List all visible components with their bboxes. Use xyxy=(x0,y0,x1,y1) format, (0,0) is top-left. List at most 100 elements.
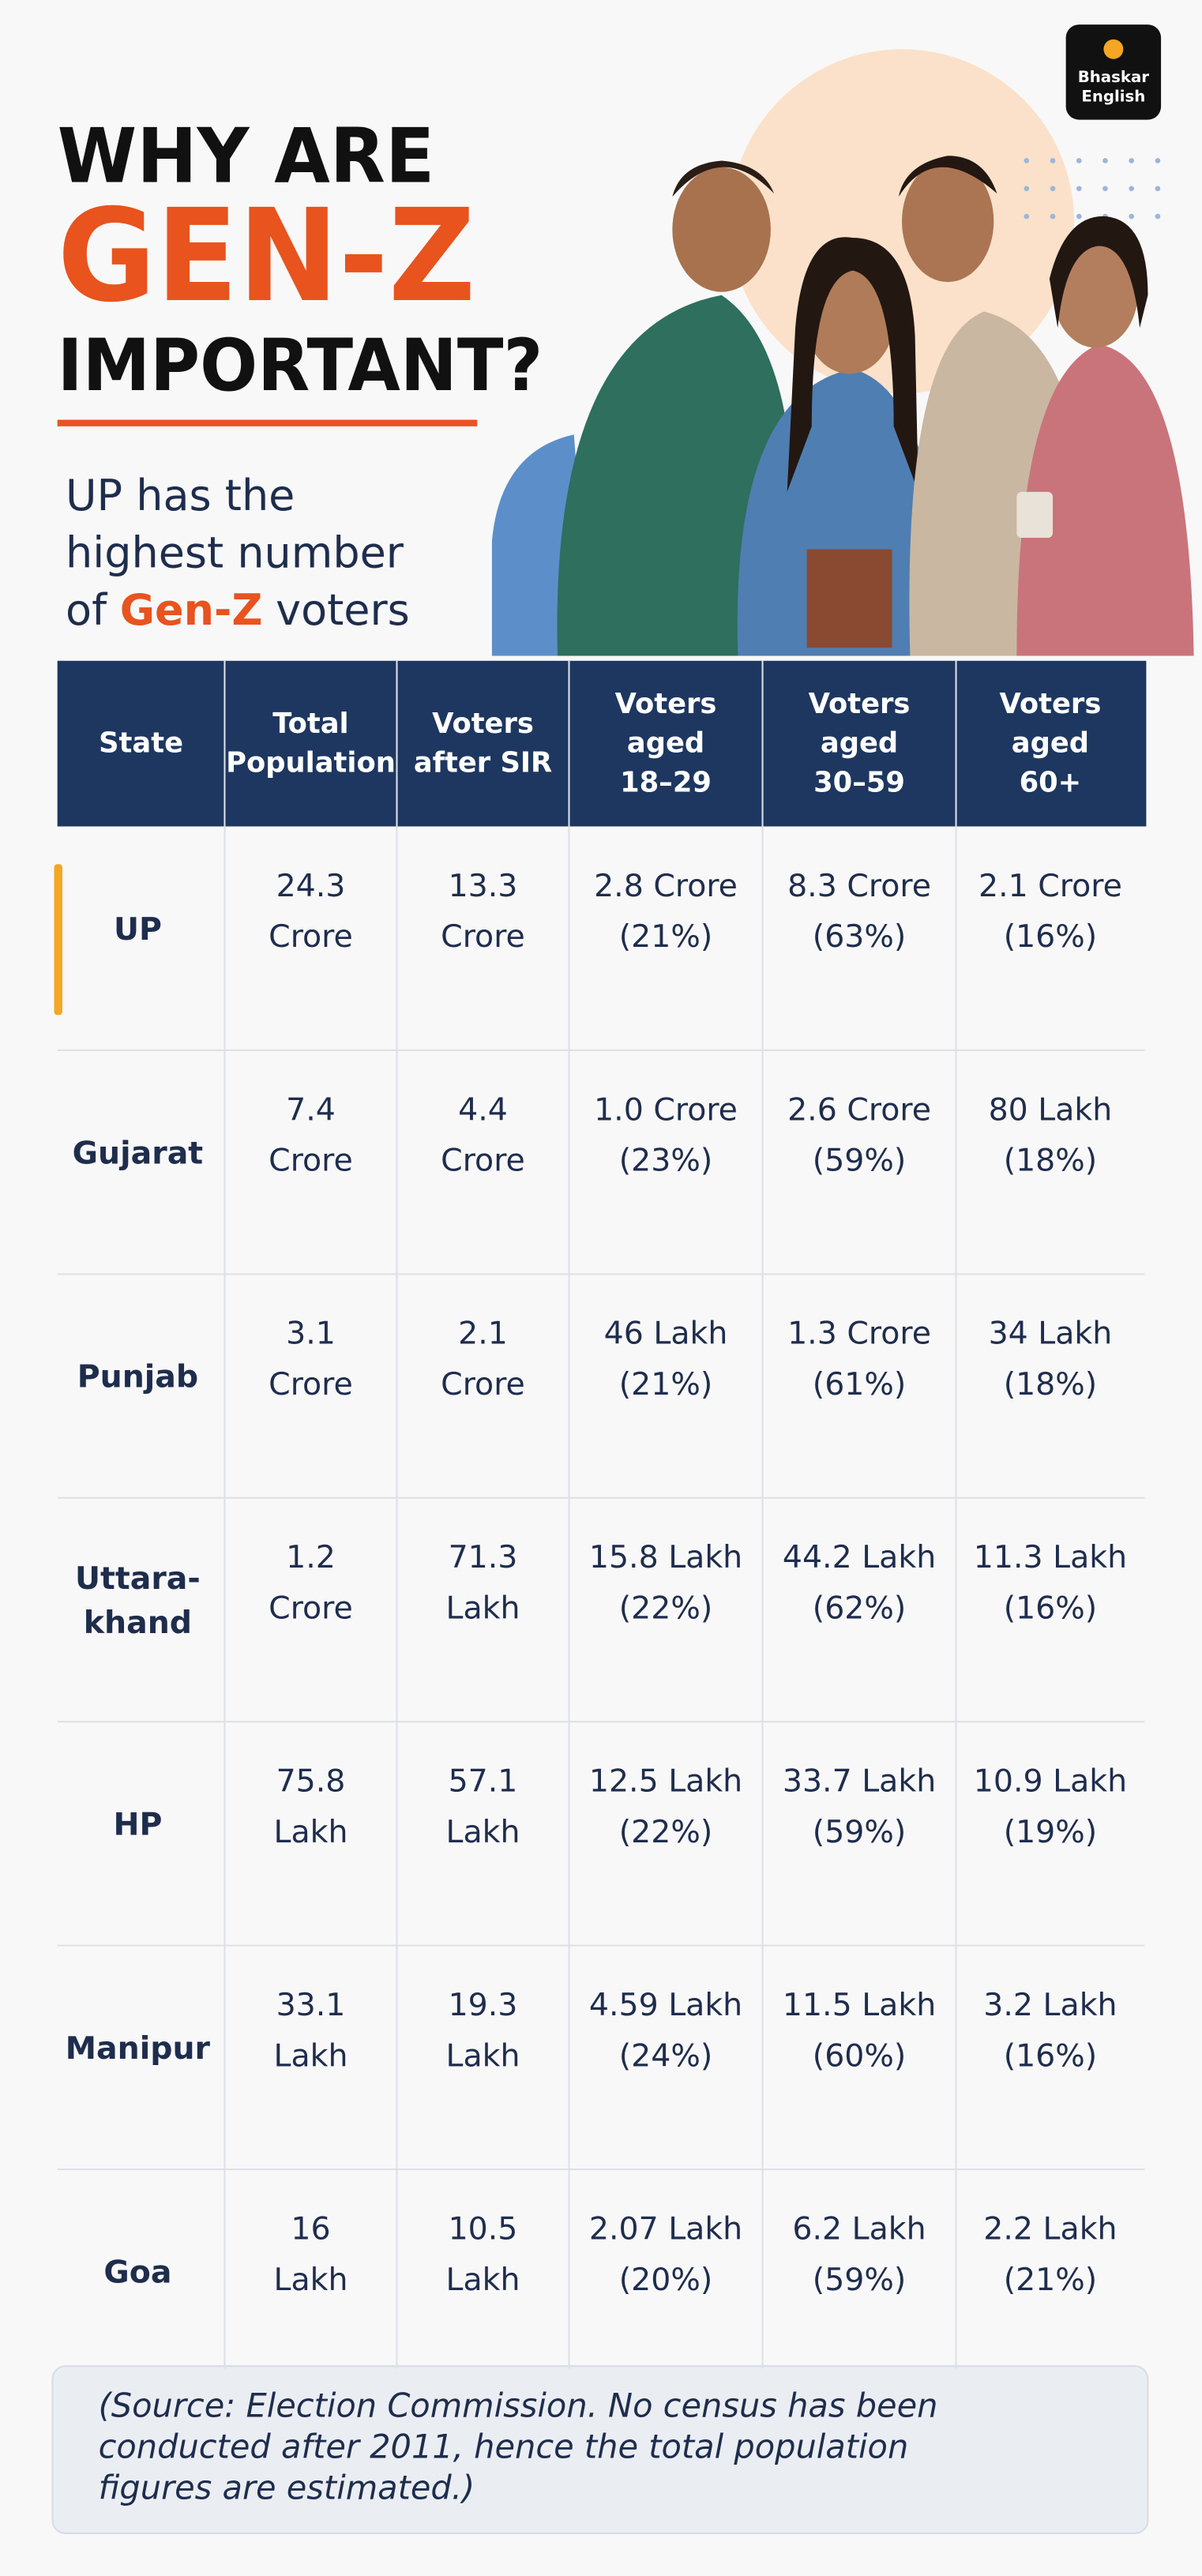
table-cell: 15.8 Lakh xyxy=(589,1539,742,1575)
header-cell: aged xyxy=(1012,727,1089,760)
table-cell: Lakh xyxy=(446,1814,520,1850)
table-cell: 2.1 Crore xyxy=(979,868,1122,904)
table-cell: 13.3 xyxy=(449,868,518,904)
table-cell: (18%) xyxy=(1004,1366,1097,1403)
table-cell: (21%) xyxy=(1004,2262,1097,2298)
footnote-line: figures are estimated.) xyxy=(99,2468,475,2507)
dot-grid xyxy=(1024,158,1161,220)
table-cell: 34 Lakh xyxy=(989,1316,1113,1352)
title-line: WHY ARE xyxy=(58,111,435,200)
footnote-line: (Source: Election Commission. No census … xyxy=(99,2386,938,2425)
header-cell: State xyxy=(99,727,183,760)
people-illustration xyxy=(557,156,1194,656)
table-cell: 11.3 Lakh xyxy=(974,1539,1127,1575)
table-cell: (21%) xyxy=(619,1366,712,1403)
table-cell: 57.1 xyxy=(449,1763,518,1800)
table-cell: (62%) xyxy=(813,1590,906,1627)
header-cell: aged xyxy=(821,727,898,760)
table-cell: (59%) xyxy=(813,1143,906,1179)
logo-text: English xyxy=(1081,88,1145,106)
table-cell: Crore xyxy=(269,1366,353,1403)
footnote-line: conducted after 2011, hence the total po… xyxy=(99,2428,909,2466)
header-cell: Total xyxy=(272,708,348,740)
table-cell: 3.1 xyxy=(286,1316,336,1352)
footnote-box xyxy=(51,2365,1149,2535)
subtitle-line: UP has the xyxy=(66,471,295,520)
header-cell: 30–59 xyxy=(813,767,905,799)
state-name: Goa xyxy=(103,2254,171,2290)
table-cell: 24.3 xyxy=(276,868,346,904)
table-cell: Crore xyxy=(269,1590,353,1627)
table-header-bg xyxy=(57,660,1147,827)
table-cell: (23%) xyxy=(619,1143,712,1179)
table-cell: Crore xyxy=(441,1366,525,1403)
table-cell: (60%) xyxy=(813,2037,906,2074)
table-cell: 2.6 Crore xyxy=(787,1091,931,1128)
table-cell: (22%) xyxy=(619,1814,712,1850)
table-cell: 44.2 Lakh xyxy=(783,1539,936,1575)
table-cell: (16%) xyxy=(1004,1590,1097,1627)
table-cell: Lakh xyxy=(273,2037,347,2074)
table-cell: (20%) xyxy=(619,2262,712,2298)
title-line: IMPORTANT? xyxy=(58,323,543,407)
subtitle-line: highest number xyxy=(66,528,404,577)
table-cell: 8.3 Crore xyxy=(787,868,931,904)
header-cell: Voters xyxy=(432,708,534,740)
header-cell: aged xyxy=(627,727,704,760)
table-cell: Crore xyxy=(269,1143,353,1179)
logo-sun xyxy=(1103,39,1124,59)
table-cell: 2.1 xyxy=(458,1316,508,1352)
table-cell: (24%) xyxy=(619,2037,712,2074)
table-cell: (59%) xyxy=(813,1814,906,1850)
subtitle-line: of Gen-Z voters xyxy=(66,585,410,635)
highlight-bar xyxy=(54,864,62,1016)
logo-box xyxy=(1065,24,1162,120)
state-name: HP xyxy=(113,1807,162,1843)
table-cell: 33.7 Lakh xyxy=(783,1763,936,1800)
table-cell: 4.4 xyxy=(458,1091,508,1128)
table-cell: 4.59 Lakh xyxy=(589,1987,742,2023)
table-cell: Lakh xyxy=(273,1814,347,1850)
table-cell: Crore xyxy=(441,1143,525,1179)
table-cell: 2.8 Crore xyxy=(594,868,738,904)
table-cell: 33.1 xyxy=(276,1987,346,2023)
header-cell: Population xyxy=(226,747,396,779)
header-cell: 60+ xyxy=(1020,767,1082,799)
table-cell: 10.5 xyxy=(449,2210,518,2247)
state-name: Manipur xyxy=(66,2030,211,2067)
table-cell: 6.2 Lakh xyxy=(792,2210,926,2247)
table-cell: (59%) xyxy=(813,2262,906,2298)
table-cell: (16%) xyxy=(1004,2037,1097,2074)
header-cell: Voters xyxy=(809,688,911,720)
table-cell: 3.2 Lakh xyxy=(983,1987,1117,2023)
state-name: Punjab xyxy=(77,1359,198,1395)
table-cell: (16%) xyxy=(1004,918,1097,955)
table-cell: 46 Lakh xyxy=(604,1316,728,1352)
table-cell: (22%) xyxy=(619,1590,712,1627)
state-name: Gujarat xyxy=(73,1135,204,1171)
table-cell: (18%) xyxy=(1004,1143,1097,1179)
state-name: Uttara- xyxy=(75,1560,201,1597)
table-cell: (19%) xyxy=(1004,1814,1097,1850)
table-cell: 11.5 Lakh xyxy=(783,1987,936,2023)
table-cell: Lakh xyxy=(446,2262,520,2298)
table-cell: (63%) xyxy=(813,918,906,955)
table-cell: 7.4 xyxy=(286,1091,336,1128)
header-cell: after SIR xyxy=(414,747,552,779)
logo-text: Bhaskar xyxy=(1078,68,1150,86)
table-cell: 12.5 Lakh xyxy=(589,1763,742,1800)
header-cell: Voters xyxy=(615,688,717,720)
table-cell: Lakh xyxy=(446,1590,520,1627)
table-cell: 16 xyxy=(291,2210,330,2247)
header-cell: Voters xyxy=(1000,688,1102,720)
table-cell: 1.0 Crore xyxy=(594,1091,738,1128)
table-cell: Lakh xyxy=(273,2262,347,2298)
table-cell: (61%) xyxy=(813,1366,906,1403)
title-highlight: GEN-Z xyxy=(58,182,475,331)
table-cell: 80 Lakh xyxy=(989,1091,1113,1128)
table-cell: Crore xyxy=(441,918,525,955)
state-name: khand xyxy=(84,1605,192,1641)
title-underline xyxy=(57,419,478,426)
